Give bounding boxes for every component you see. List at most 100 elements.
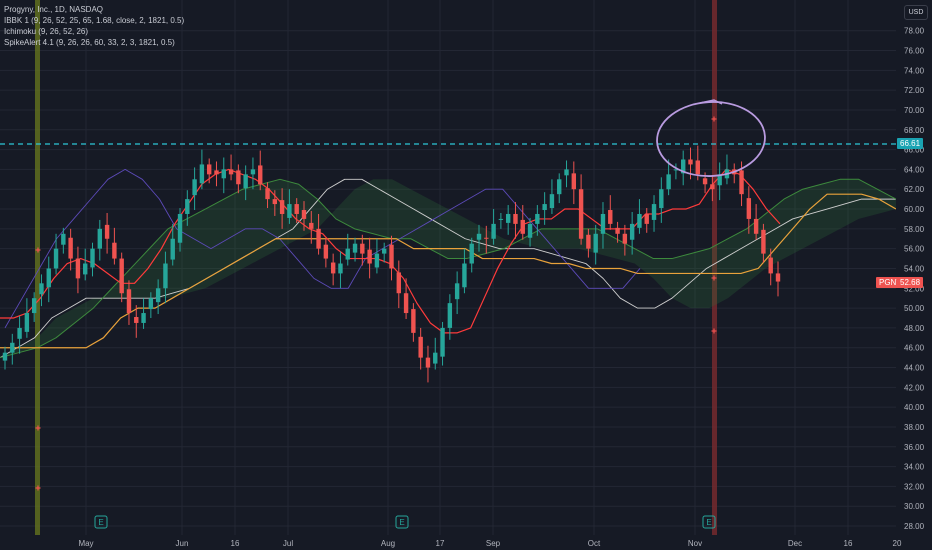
candle-body xyxy=(688,159,693,165)
candle-body xyxy=(520,219,525,234)
candle-body xyxy=(192,179,197,196)
candle-body xyxy=(491,223,496,239)
candle-body xyxy=(411,309,416,333)
currency-button[interactable]: USD xyxy=(904,5,928,20)
price-tick-label: 40.00 xyxy=(904,403,925,412)
candle-body xyxy=(221,169,226,179)
candle-body xyxy=(301,210,307,219)
time-tick-label: May xyxy=(78,539,93,548)
candle-body xyxy=(608,210,613,224)
senkou-span-a-line xyxy=(0,178,897,359)
price-axis[interactable]: 28.00 30.00 32.00 34.00 36.00 38.00 40.00 42.00… xyxy=(904,27,925,531)
candle-body xyxy=(717,174,722,186)
ichimoku-cloud xyxy=(0,179,896,358)
candle-body xyxy=(330,262,336,274)
earnings-marker-may[interactable]: E xyxy=(94,515,108,529)
candle-body xyxy=(498,218,504,220)
candle-body xyxy=(396,272,401,294)
candle-body xyxy=(695,160,700,175)
candle-body xyxy=(564,169,569,176)
candle-body xyxy=(454,283,460,300)
candle-body xyxy=(46,268,51,288)
candle-body xyxy=(323,244,329,259)
candle-body xyxy=(418,336,423,358)
candle-body xyxy=(112,242,117,259)
candle-body xyxy=(126,289,132,314)
candle-body xyxy=(403,293,409,314)
candle-body xyxy=(425,357,431,368)
candle-body xyxy=(199,164,205,184)
candle-body xyxy=(104,224,110,239)
price-tick-label: 28.00 xyxy=(904,522,925,531)
candle-body xyxy=(228,169,234,175)
time-tick-label: Aug xyxy=(381,539,395,548)
candle-body xyxy=(352,243,358,253)
candle-body xyxy=(345,248,350,260)
candle-body xyxy=(659,189,664,209)
candle-body xyxy=(746,198,752,219)
candle-body xyxy=(119,258,124,294)
spike-bands xyxy=(35,0,717,535)
chikou-span-line xyxy=(4,168,641,329)
annotation-circle[interactable] xyxy=(655,99,767,179)
candle-body xyxy=(148,298,154,310)
candle-body xyxy=(549,194,555,209)
candle-body xyxy=(615,227,620,234)
candle-body xyxy=(53,248,59,269)
candle-body xyxy=(279,200,285,214)
candle-body xyxy=(360,243,365,254)
price-tick-label: 42.00 xyxy=(904,383,925,392)
candle-body xyxy=(484,237,489,239)
price-tick-label: 54.00 xyxy=(904,264,925,273)
candle-body xyxy=(177,213,183,243)
candle-body xyxy=(775,273,781,282)
candle-body xyxy=(236,170,241,185)
time-tick-label: Oct xyxy=(588,539,601,548)
price-tick-label: 66.00 xyxy=(904,146,925,155)
time-tick-label: 17 xyxy=(436,539,445,548)
price-tick-label: 68.00 xyxy=(904,126,925,135)
candle-body xyxy=(272,199,278,205)
time-tick-label: 20 xyxy=(893,539,902,548)
ticker-tag: PGNY xyxy=(876,277,905,288)
candle-body xyxy=(578,189,584,239)
candle-body xyxy=(644,213,649,224)
earnings-label: E xyxy=(399,518,404,527)
candle-body xyxy=(185,199,190,214)
symbol-title[interactable]: Progyny, Inc., 1D, NASDAQ xyxy=(4,5,103,14)
candle-body xyxy=(710,184,715,190)
candle-body xyxy=(39,283,44,295)
candle-body xyxy=(61,233,66,245)
candle-body xyxy=(265,188,270,200)
candle-body xyxy=(447,303,453,328)
price-tick-label: 34.00 xyxy=(904,463,925,472)
time-tick-label: Jun xyxy=(176,539,189,548)
price-tick-label: 62.00 xyxy=(904,185,925,194)
candle-body xyxy=(17,327,22,339)
earnings-marker-nov[interactable]: E xyxy=(702,515,716,529)
price-tick-label: 56.00 xyxy=(904,245,925,254)
indicator-ichimoku[interactable]: Ichimoku (9, 26, 52, 26) xyxy=(4,27,89,36)
spike-band-nov xyxy=(712,0,717,535)
indicator-ibbk[interactable]: IBBK 1 (9, 26, 52, 25, 65, 1.68, close, … xyxy=(4,16,185,25)
candle-body xyxy=(141,313,146,323)
candle-body xyxy=(651,204,657,220)
candle-body xyxy=(557,179,562,195)
candle-body xyxy=(389,244,394,269)
candle-body xyxy=(10,342,15,353)
earnings-marker-aug[interactable]: E xyxy=(395,515,409,529)
time-tick-label: Jul xyxy=(283,539,293,548)
time-axis[interactable]: May Jun 16 Jul Aug 17 Sep Oct Nov Dec 16 20 xyxy=(78,539,902,548)
candle-body xyxy=(258,165,263,185)
last-price-value: 52.68 xyxy=(900,278,921,287)
candle-body xyxy=(250,169,256,175)
candle-body xyxy=(214,170,219,175)
earnings-label: E xyxy=(706,518,711,527)
earnings-label: E xyxy=(98,518,103,527)
indicator-spikealert[interactable]: SpikeAlert 4.1 (9, 26, 26, 60, 33, 2, 3,… xyxy=(4,38,175,47)
candle-body xyxy=(31,298,37,314)
candle-body xyxy=(739,170,744,195)
price-tick-label: 58.00 xyxy=(904,225,925,234)
candle-body xyxy=(586,234,591,249)
